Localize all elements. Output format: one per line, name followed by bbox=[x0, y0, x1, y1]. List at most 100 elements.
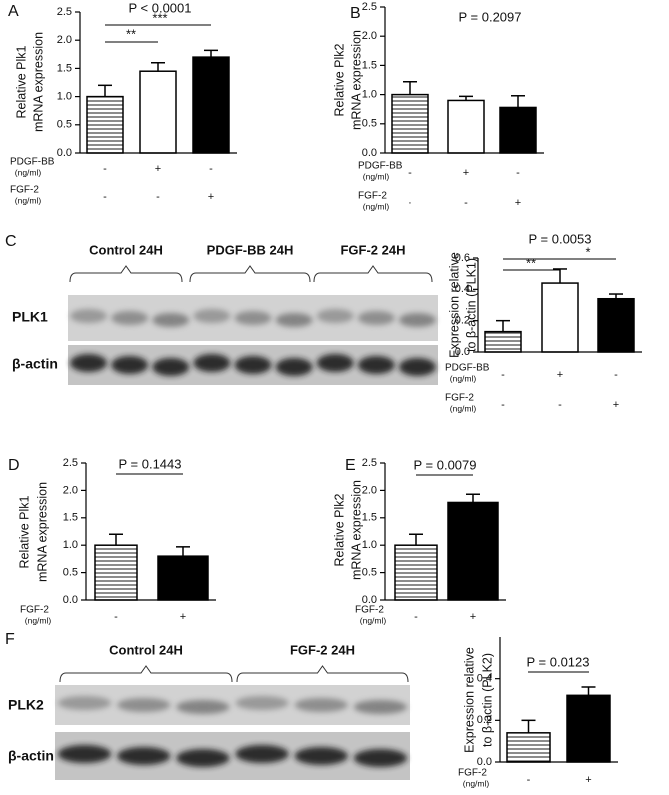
blot-group-label: Control 24H bbox=[89, 242, 163, 257]
bar bbox=[391, 93, 429, 154]
blot-band bbox=[193, 309, 231, 323]
y-tick-label: 0.0 bbox=[362, 147, 377, 159]
y-tick-label: 0.4 bbox=[455, 283, 470, 295]
blot-band bbox=[152, 313, 190, 327]
y-axis-label: mRNA expression bbox=[35, 482, 49, 582]
treatment-unit: (ng/ml) bbox=[360, 615, 387, 625]
y-axis-label: Relative Plk2 bbox=[332, 43, 346, 116]
panel-label: B bbox=[350, 5, 361, 22]
treatment-unit: (ng/ml) bbox=[463, 778, 490, 788]
brace bbox=[236, 665, 409, 683]
blot-background bbox=[55, 685, 410, 725]
y-tick-label: 1.0 bbox=[63, 539, 78, 551]
y-tick-label: 2.5 bbox=[63, 457, 78, 469]
blot-band bbox=[176, 700, 230, 714]
treatment-name: FGF-2 bbox=[20, 605, 49, 616]
y-tick-label: 1.5 bbox=[362, 512, 377, 524]
blot-row-label: β-actin bbox=[8, 748, 54, 764]
bar bbox=[499, 106, 537, 154]
blot-band bbox=[294, 698, 348, 712]
blot-band bbox=[70, 309, 108, 323]
blot-band bbox=[111, 311, 149, 325]
treatment-sign: - bbox=[501, 369, 505, 381]
treatment-unit: (ng/ml) bbox=[450, 373, 477, 383]
y-tick-label: 1.0 bbox=[362, 539, 377, 551]
brace bbox=[313, 265, 433, 283]
blot-band bbox=[353, 749, 408, 767]
blot-band bbox=[275, 313, 313, 327]
annotation: P = 0.2097 bbox=[458, 9, 521, 24]
bar bbox=[157, 555, 209, 601]
y-axis-label: Relative Plk2 bbox=[332, 493, 346, 566]
treatment-unit: (ng/ml) bbox=[15, 167, 42, 177]
blot-group-label: PDGF-BB 24H bbox=[207, 242, 294, 257]
blot-band bbox=[234, 311, 272, 325]
treatment-sign: + bbox=[470, 611, 476, 623]
bar bbox=[394, 544, 438, 601]
blot-band bbox=[294, 747, 348, 765]
y-tick-label: 0.4 bbox=[477, 673, 492, 685]
panel-label: E bbox=[345, 457, 356, 474]
treatment-unit: (ng/ml) bbox=[25, 615, 52, 625]
treatment-sign: - bbox=[408, 167, 412, 179]
annotation: ** bbox=[526, 255, 536, 270]
y-tick-label: 0.0 bbox=[57, 147, 72, 159]
y-tick-label: 1.5 bbox=[362, 59, 377, 71]
y-tick-label: 0.5 bbox=[362, 118, 377, 130]
blot-band bbox=[117, 698, 171, 712]
treatment-sign: - bbox=[516, 167, 520, 179]
annotation: P = 0.0079 bbox=[413, 457, 476, 472]
blot-band bbox=[57, 696, 112, 710]
y-axis-label: mRNA expression bbox=[349, 30, 363, 130]
treatment-sign: - bbox=[501, 399, 505, 411]
y-tick-label: 0.0 bbox=[362, 594, 377, 606]
treatment-sign: + bbox=[613, 399, 619, 411]
panel-label: C bbox=[5, 233, 17, 250]
blot-band bbox=[193, 354, 231, 372]
treatment-sign: - bbox=[103, 191, 107, 203]
y-tick-label: 2.5 bbox=[362, 1, 377, 13]
treatment-name: PDGF-BB bbox=[10, 157, 55, 168]
bar bbox=[541, 282, 579, 353]
y-tick-label: 0.2 bbox=[455, 315, 470, 327]
treatment-sign: - bbox=[209, 163, 213, 175]
brace bbox=[59, 665, 233, 683]
treatment-sign: - bbox=[464, 197, 468, 209]
y-axis-label: to β-actin (PLK2) bbox=[480, 653, 494, 747]
treatment-sign: - bbox=[414, 611, 418, 623]
blot-band bbox=[176, 749, 230, 767]
brace bbox=[69, 265, 183, 283]
y-axis-label: Relative Plk1 bbox=[17, 495, 31, 568]
treatment-name: FGF-2 bbox=[10, 185, 39, 196]
treatment-sign: · bbox=[408, 197, 412, 209]
panel-label: D bbox=[8, 457, 20, 474]
treatment-sign: + bbox=[463, 167, 469, 179]
treatment-sign: + bbox=[208, 191, 214, 203]
blot-band bbox=[353, 700, 408, 714]
y-tick-label: 0.0 bbox=[477, 756, 492, 768]
blot-band bbox=[398, 313, 436, 327]
bar bbox=[192, 56, 230, 154]
treatment-unit: (ng/ml) bbox=[450, 403, 477, 413]
treatment-sign: - bbox=[103, 163, 107, 175]
blot-group-label: Control 24H bbox=[109, 642, 183, 657]
y-tick-label: 0.5 bbox=[362, 567, 377, 579]
blot-row-label: PLK2 bbox=[8, 697, 44, 713]
y-tick-label: 0.2 bbox=[477, 714, 492, 726]
treatment-sign: - bbox=[614, 369, 618, 381]
y-tick-label: 2.5 bbox=[362, 457, 377, 469]
bar bbox=[86, 95, 124, 154]
blot-band bbox=[235, 745, 289, 763]
annotation: P = 0.1443 bbox=[118, 456, 181, 471]
annotation: P < 0.0001 bbox=[128, 0, 191, 15]
annotation: P = 0.0123 bbox=[526, 654, 589, 669]
y-axis-label: mRNA expression bbox=[349, 480, 363, 580]
y-tick-label: 2.0 bbox=[63, 484, 78, 496]
y-tick-label: 0.5 bbox=[63, 567, 78, 579]
treatment-sign: + bbox=[180, 611, 186, 623]
y-tick-label: 1.0 bbox=[362, 89, 377, 101]
bar bbox=[484, 330, 522, 353]
treatment-name: PDGF-BB bbox=[358, 161, 403, 172]
treatment-unit: (ng/ml) bbox=[363, 201, 390, 211]
